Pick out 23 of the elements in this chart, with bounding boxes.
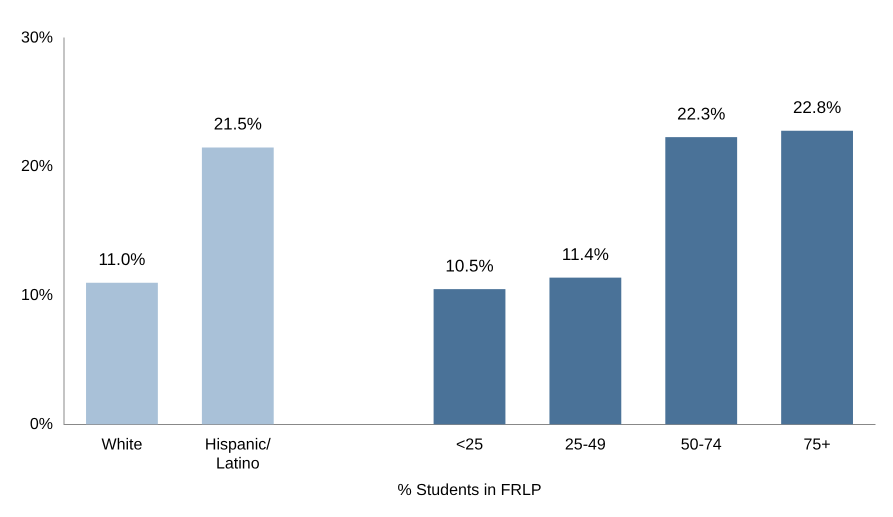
x-tick-label: Hispanic/ Latino (204, 436, 272, 473)
data-label: 11.4% (562, 244, 609, 264)
data-label: 11.0% (98, 250, 146, 269)
x-axis-title: % Students in FRLP (397, 482, 542, 499)
y-tick-label: 30% (20, 29, 54, 46)
y-tick-label: 10% (20, 287, 54, 304)
bar (549, 278, 622, 424)
bar (781, 130, 853, 424)
data-label: 22.8% (792, 98, 842, 117)
bar (434, 289, 506, 424)
bar (665, 137, 738, 424)
x-tick-label: 25-49 (564, 436, 606, 454)
x-tick-label: <25 (456, 436, 484, 454)
x-tick-label: White (101, 436, 142, 454)
bar (86, 282, 158, 424)
x-tick-label: 50-74 (680, 436, 722, 454)
bar (202, 147, 274, 424)
data-label: 22.3% (677, 104, 726, 124)
y-tick-label: 0% (30, 416, 54, 433)
data-label: 21.5% (214, 114, 262, 134)
y-tick-label: 20% (20, 158, 54, 176)
data-label: 10.5% (445, 256, 494, 276)
x-tick-label: 75+ (804, 436, 831, 454)
